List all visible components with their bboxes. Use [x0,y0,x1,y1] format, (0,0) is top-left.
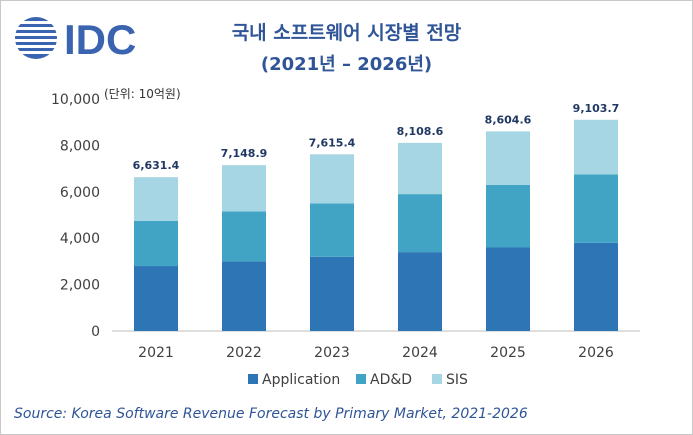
y-tick-label: 2,000 [60,278,100,294]
bar-segment [574,242,618,331]
x-tick-label: 2025 [490,345,526,361]
bar-segment [398,194,442,253]
source-note: Source: Korea Software Revenue Forecast … [14,406,528,422]
y-tick-label: 6,000 [60,185,100,201]
bar-segment [310,154,354,204]
total-value-label: 9,103.7 [573,102,620,115]
total-value-label: 7,615.4 [309,136,356,149]
logo-text: IDC [64,16,136,62]
x-tick-label: 2023 [314,345,350,361]
bar-segment [310,203,354,257]
x-tick-label: 2022 [226,345,262,361]
bar-segment [134,266,178,331]
x-tick-label: 2024 [402,345,438,361]
y-tick-label: 8,000 [60,138,100,154]
globe-icon [15,17,57,59]
y-tick-label: 0 [91,324,100,340]
bar-segment [222,211,266,262]
bar-segment [310,256,354,331]
bar-segment [486,131,530,185]
bar-segment [574,174,618,243]
chart-title: 국내 소프트웨어 시장별 전망 [231,22,462,44]
legend-swatch [356,374,366,384]
total-value-label: 8,604.6 [485,113,532,126]
bar-segment [222,165,266,212]
idc-logo: IDC [15,16,136,62]
bar-segment [398,252,442,331]
legend-label: Application [262,372,340,388]
legend-swatch [248,374,258,384]
bar-segment [574,119,618,175]
y-tick-label: 10,000 [51,92,100,108]
legend-label: SIS [446,372,468,388]
bar-segment [486,247,530,331]
bar-segment [398,142,442,195]
total-value-label: 6,631.4 [133,159,180,172]
total-value-label: 7,148.9 [221,147,268,160]
bar-segment [486,184,530,248]
bar-segment [222,261,266,331]
bar-segment [134,220,178,267]
unit-label: (단위: 10억원) [104,87,181,101]
legend-swatch [432,374,442,384]
total-value-label: 8,108.6 [397,125,444,138]
chart-subtitle: (2021년 – 2026년) [260,54,433,75]
legend-label: AD&D [370,372,412,388]
x-tick-label: 2026 [578,345,614,361]
y-tick-label: 4,000 [60,231,100,247]
bar-segment [134,177,178,221]
x-tick-label: 2021 [138,345,174,361]
